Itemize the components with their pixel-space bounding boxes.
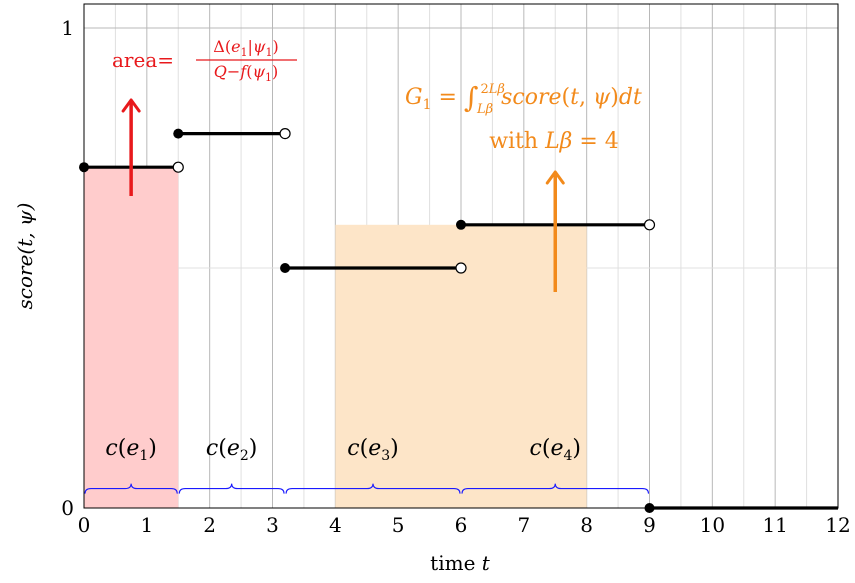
g1-formula: G1 = ∫ 2Lβ Lβ score(t, ψ)dt bbox=[405, 81, 642, 117]
x-tick-label: 10 bbox=[700, 513, 725, 537]
y-tick-label: 1 bbox=[61, 16, 74, 40]
brace-label-4: c(e4) bbox=[530, 436, 581, 464]
x-axis-title: time t bbox=[430, 551, 491, 575]
x-tick-label: 9 bbox=[643, 513, 656, 537]
area-annotation: area= Δ(e1|ψ1) Q−f(ψ1) bbox=[112, 37, 297, 84]
brace-label-1: c(e1) bbox=[105, 436, 156, 464]
x-tick-label: 5 bbox=[392, 513, 405, 537]
x-tick-label: 12 bbox=[825, 513, 850, 537]
shaded-region-1 bbox=[84, 167, 179, 508]
y-axis-title: score(t, ψ) bbox=[13, 203, 37, 310]
area-denominator: Q−f(ψ1) bbox=[214, 62, 279, 84]
brace-2 bbox=[178, 483, 285, 494]
x-tick-label: 6 bbox=[455, 513, 468, 537]
open-endpoint-1 bbox=[172, 161, 184, 173]
x-tick-label: 3 bbox=[266, 513, 279, 537]
x-tick-label: 4 bbox=[329, 513, 342, 537]
closed-endpoint-3 bbox=[280, 263, 291, 273]
g1-annotation: G1 = ∫ 2Lβ Lβ score(t, ψ)dt with Lβ = 4 bbox=[405, 81, 642, 154]
open-endpoint-3 bbox=[455, 262, 467, 274]
plot-frame bbox=[83, 3, 839, 509]
x-tick-label: 2 bbox=[203, 513, 216, 537]
area-prefix: area= bbox=[112, 48, 174, 72]
x-tick-label: 11 bbox=[762, 513, 787, 537]
brace-3 bbox=[285, 483, 461, 494]
x-tick-label: 8 bbox=[580, 513, 593, 537]
arrow-head-2 bbox=[545, 170, 565, 185]
closed-endpoint-2 bbox=[173, 128, 184, 139]
brace-4 bbox=[461, 483, 650, 494]
brace-label-3: c(e3) bbox=[347, 436, 398, 464]
brace-1 bbox=[84, 483, 178, 494]
brace-label-2: c(e2) bbox=[206, 436, 257, 464]
y-tick-label: 0 bbox=[61, 496, 74, 520]
x-tick-label: 1 bbox=[140, 513, 153, 537]
area-numerator: Δ(e1|ψ1) bbox=[213, 37, 278, 59]
x-axis-title-word: time bbox=[430, 551, 482, 575]
x-axis-title-var: t bbox=[482, 551, 491, 575]
x-tick-label: 7 bbox=[517, 513, 530, 537]
arrows bbox=[121, 98, 565, 292]
arrow-head-1 bbox=[121, 98, 141, 113]
open-endpoint-4 bbox=[643, 219, 656, 231]
g1-with-note: with Lβ = 4 bbox=[489, 129, 619, 154]
x-tick-label: 0 bbox=[78, 513, 91, 537]
closed-endpoint-4 bbox=[456, 219, 466, 230]
braces: c(e1) c(e2) c(e3) c(e4) bbox=[84, 436, 650, 494]
open-endpoint-2 bbox=[279, 128, 291, 140]
